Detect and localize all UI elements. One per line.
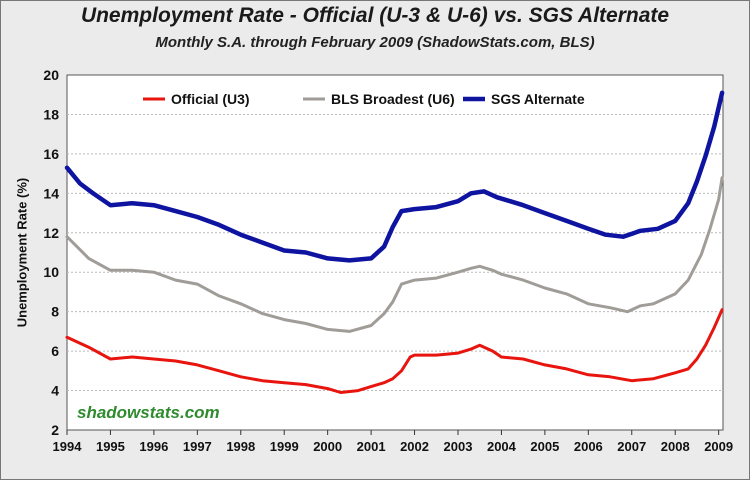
x-tick-label: 2004 xyxy=(487,439,517,454)
x-tick-label: 2002 xyxy=(400,439,429,454)
chart-subtitle: Monthly S.A. through February 2009 (Shad… xyxy=(155,34,595,51)
y-tick-label: 6 xyxy=(51,343,59,359)
series-line-u3 xyxy=(65,308,724,394)
legend-label: SGS Alternate xyxy=(491,91,585,107)
x-tick-label: 2009 xyxy=(704,439,733,454)
x-tick-label: 1997 xyxy=(183,439,212,454)
x-tick-label: 1996 xyxy=(139,439,168,454)
x-tick-label: 1994 xyxy=(53,439,83,454)
series-line-sgs xyxy=(64,90,725,263)
legend-label: BLS Broadest (U6) xyxy=(331,91,455,107)
y-tick-label: 2 xyxy=(51,422,59,438)
x-tick-label: 2000 xyxy=(313,439,342,454)
series-line-u6 xyxy=(65,176,724,333)
x-tick-label: 2006 xyxy=(574,439,603,454)
x-tick-label: 1999 xyxy=(270,439,299,454)
x-tick-label: 1995 xyxy=(96,439,125,454)
x-tick-label: 2001 xyxy=(357,439,386,454)
y-tick-label: 16 xyxy=(43,146,59,162)
legend-label: Official (U3) xyxy=(171,91,250,107)
x-tick-label: 2007 xyxy=(617,439,646,454)
watermark: shadowstats.com xyxy=(77,403,220,422)
y-tick-label: 20 xyxy=(43,67,59,83)
x-tick-label: 2003 xyxy=(444,439,473,454)
x-tick-label: 2008 xyxy=(661,439,690,454)
y-tick-label: 10 xyxy=(43,264,59,280)
x-tick-label: 2005 xyxy=(530,439,559,454)
plot-area xyxy=(66,74,724,431)
y-tick-label: 14 xyxy=(43,185,59,201)
y-tick-label: 12 xyxy=(43,225,59,241)
y-tick-label: 8 xyxy=(51,304,59,320)
y-tick-label: 18 xyxy=(43,106,59,122)
y-tick-label: 4 xyxy=(51,383,59,399)
x-tick-label: 1998 xyxy=(226,439,255,454)
chart-title: Unemployment Rate - Official (U-3 & U-6)… xyxy=(80,4,670,27)
